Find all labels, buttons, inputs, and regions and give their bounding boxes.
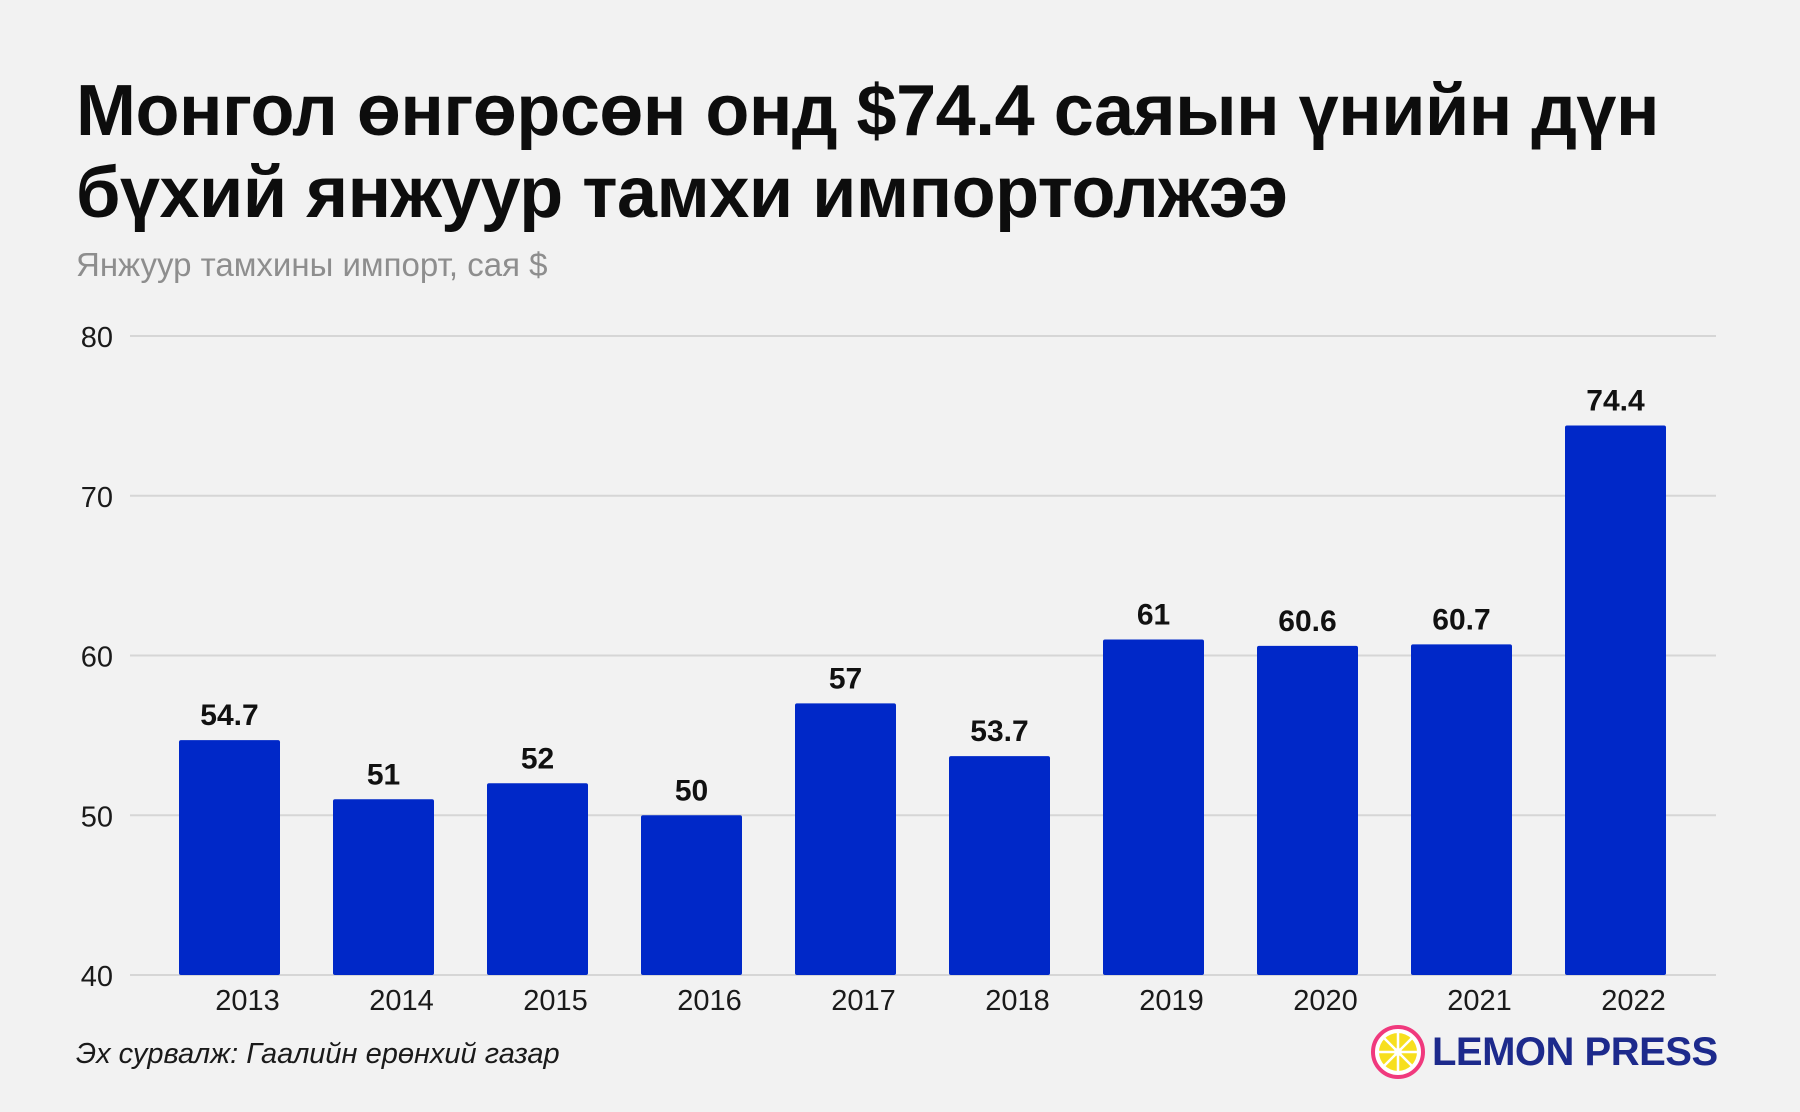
x-axis-ticks: 2013 2014 2015 2016 2017 2018 2019 2020 2021 2022 [215,985,1666,1017]
y-tick-label: 60 [81,642,113,674]
bars [179,425,1666,976]
y-tick-label: 50 [81,801,113,833]
lemon-logo-icon [1371,1025,1425,1079]
source-note: Эх сурвалж: Гаалийн ерөнхий газар [76,1038,560,1070]
y-axis-ticks: 40 50 60 70 80 [81,322,113,993]
brand-name: LEMON PRESS [1432,1029,1718,1074]
bar [641,815,742,975]
data-label: 54.7 [200,699,258,732]
data-label: 57 [829,662,862,695]
bar [1411,644,1512,975]
chart-subtitle: Янжуур тамхины импорт, сая $ [76,246,548,283]
bar [1257,645,1358,975]
x-tick-label: 2021 [1447,985,1512,1017]
data-label: 53.7 [970,715,1028,748]
x-tick-label: 2018 [985,985,1050,1017]
data-label: 51 [367,758,400,791]
bar [1103,639,1204,975]
x-tick-label: 2015 [523,985,588,1017]
y-tick-label: 40 [81,961,113,993]
data-label: 52 [521,742,554,775]
y-tick-label: 70 [81,482,113,514]
x-tick-label: 2017 [831,985,896,1017]
data-label: 60.7 [1432,603,1490,636]
y-tick-label: 80 [81,322,113,354]
bar [1565,425,1666,976]
x-tick-label: 2016 [677,985,742,1017]
bar [333,799,434,975]
data-label: 61 [1137,599,1170,632]
bar [795,703,896,975]
x-tick-label: 2020 [1293,985,1358,1017]
bar [487,783,588,975]
bar [179,740,280,975]
bar-chart: 40 50 60 70 80 54.7 51 52 50 57 53.7 61 60.6 60.7 74.… [81,322,1716,1017]
brand-logo: LEMON PRESS [1370,1022,1718,1082]
data-label: 50 [675,774,708,807]
x-tick-label: 2022 [1601,985,1666,1017]
x-tick-label: 2013 [215,985,280,1017]
x-tick-label: 2014 [369,985,434,1017]
data-label: 74.4 [1586,384,1645,417]
data-labels: 54.7 51 52 50 57 53.7 61 60.6 60.7 74.4 [200,384,1645,807]
x-tick-label: 2019 [1139,985,1204,1017]
bar [949,756,1050,975]
data-label: 60.6 [1278,605,1336,638]
chart-title: Монгол өнгөрсөн онд $74.4 саяын үнийн дү… [76,71,1659,233]
